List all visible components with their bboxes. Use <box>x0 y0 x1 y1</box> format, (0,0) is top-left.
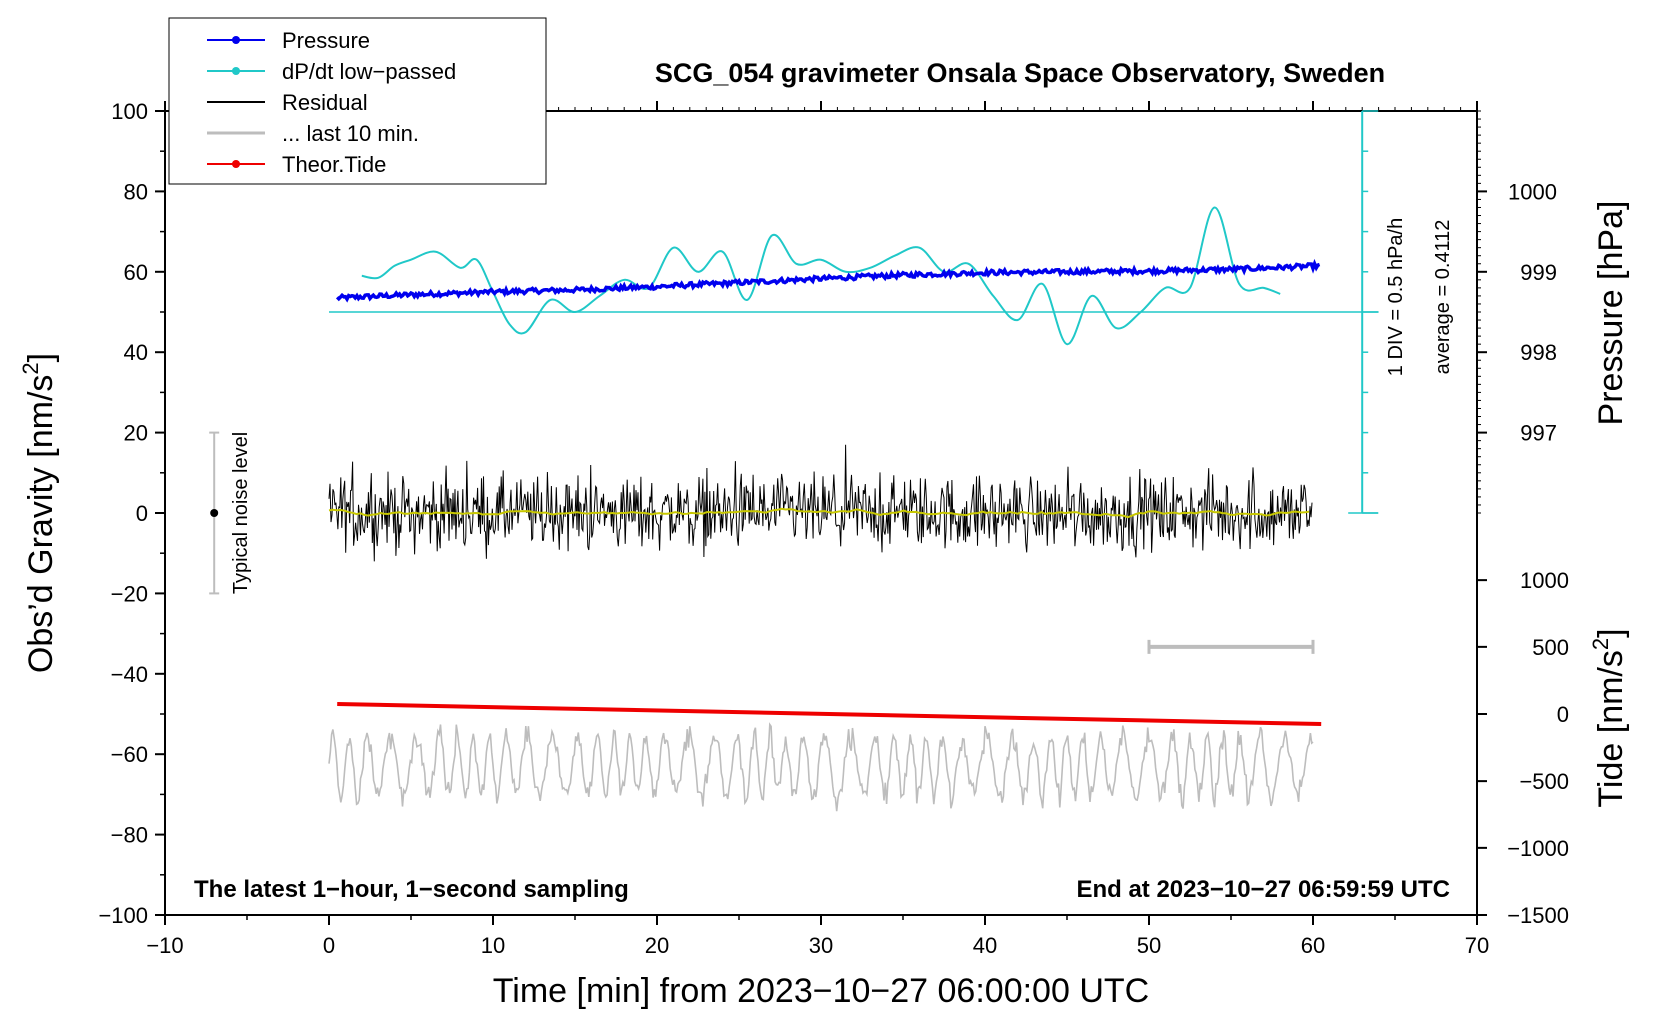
y-tick-label: 100 <box>111 99 148 124</box>
tide-tick-label: 0 <box>1557 702 1569 727</box>
legend-label: Residual <box>282 90 368 115</box>
legend-box <box>168 17 547 185</box>
y-tick-label: −60 <box>111 742 148 767</box>
x-tick-label: 60 <box>1301 933 1325 958</box>
y-axis-label-pressure: Pressure [hPa] <box>1592 201 1630 426</box>
chart-title: SCG_054 gravimeter Onsala Space Observat… <box>655 58 1385 88</box>
legend-marker <box>232 160 240 168</box>
div-scale-label: 1 DIV = 0.5 hPa/h <box>1385 218 1407 376</box>
bottom-left-note: The latest 1−hour, 1−second sampling <box>194 876 629 903</box>
last-10-min-series-line <box>328 722 1314 812</box>
noise-bar-center-dot <box>210 509 219 517</box>
tide-tick-label: 1000 <box>1520 568 1569 593</box>
x-tick-label: 10 <box>481 933 505 958</box>
x-tick-label: 50 <box>1137 933 1161 958</box>
y-tick-label: −20 <box>111 581 148 606</box>
tide-tick-label: −1000 <box>1507 836 1569 861</box>
y-tick-label: −100 <box>98 903 148 928</box>
legend: Pressure dP/dt low−passed Residual ... last… <box>168 17 547 185</box>
pressure-axis-ticks: 997 998 999 1000 <box>1477 110 1557 514</box>
x-axis-label: Time [min] from 2023−10−27 06:00:00 UTC <box>493 972 1149 1010</box>
x-tick-label: 20 <box>645 933 669 958</box>
legend-label: Pressure <box>282 28 370 53</box>
legend-label: dP/dt low−passed <box>282 59 456 84</box>
pressure-series-line <box>335 258 1321 303</box>
average-label: average = 0.4112 <box>1432 220 1454 375</box>
y-tick-label: 20 <box>124 421 148 446</box>
x-axis-ticks: −10 0 10 20 30 40 50 60 70 <box>146 101 1489 958</box>
residual-smoothed-line <box>328 507 1310 519</box>
y-tick-label: −80 <box>111 823 148 848</box>
y-tick-label: 60 <box>124 260 148 285</box>
x-tick-label: 0 <box>323 933 335 958</box>
y-tick-label: 40 <box>124 340 148 365</box>
series-layer <box>209 206 1379 812</box>
pressure-tick-label: 997 <box>1520 421 1557 446</box>
pressure-tick-label: 1000 <box>1508 179 1557 204</box>
bottom-right-note: End at 2023−10−27 06:59:59 UTC <box>1076 876 1450 903</box>
y-tick-label: 80 <box>124 179 148 204</box>
legend-label: Theor.Tide <box>282 152 386 177</box>
y-tick-label: −40 <box>111 662 148 687</box>
y-axis-ticks: −100 −80 −60 −40 −20 0 20 40 60 80 100 <box>98 99 165 928</box>
noise-level-label: Typical noise level <box>230 432 252 594</box>
y-axis-label-left: Obs’d Gravity [nm/s2] <box>18 353 60 673</box>
residual-series-line <box>328 444 1313 562</box>
tide-tick-label: −1500 <box>1507 903 1569 928</box>
legend-marker <box>232 36 240 44</box>
legend-label: ... last 10 min. <box>282 121 419 146</box>
x-tick-label: −10 <box>146 933 183 958</box>
legend-marker <box>232 67 240 75</box>
tide-tick-label: −500 <box>1519 769 1569 794</box>
x-tick-label: 70 <box>1465 933 1489 958</box>
y-axis-label-tide: Tide [nm/s2] <box>1588 628 1630 807</box>
y-tick-label: 0 <box>136 501 148 526</box>
x-tick-label: 40 <box>973 933 997 958</box>
tide-axis-ticks: 1000 500 0 −500 −1000 −1500 <box>1477 568 1569 928</box>
tide-tick-label: 500 <box>1532 635 1569 660</box>
pressure-tick-label: 998 <box>1520 340 1557 365</box>
pressure-tick-label: 999 <box>1520 260 1557 285</box>
theor-tide-series-line <box>337 701 1322 727</box>
x-tick-label: 30 <box>809 933 833 958</box>
dpdt-series-line <box>361 206 1281 346</box>
